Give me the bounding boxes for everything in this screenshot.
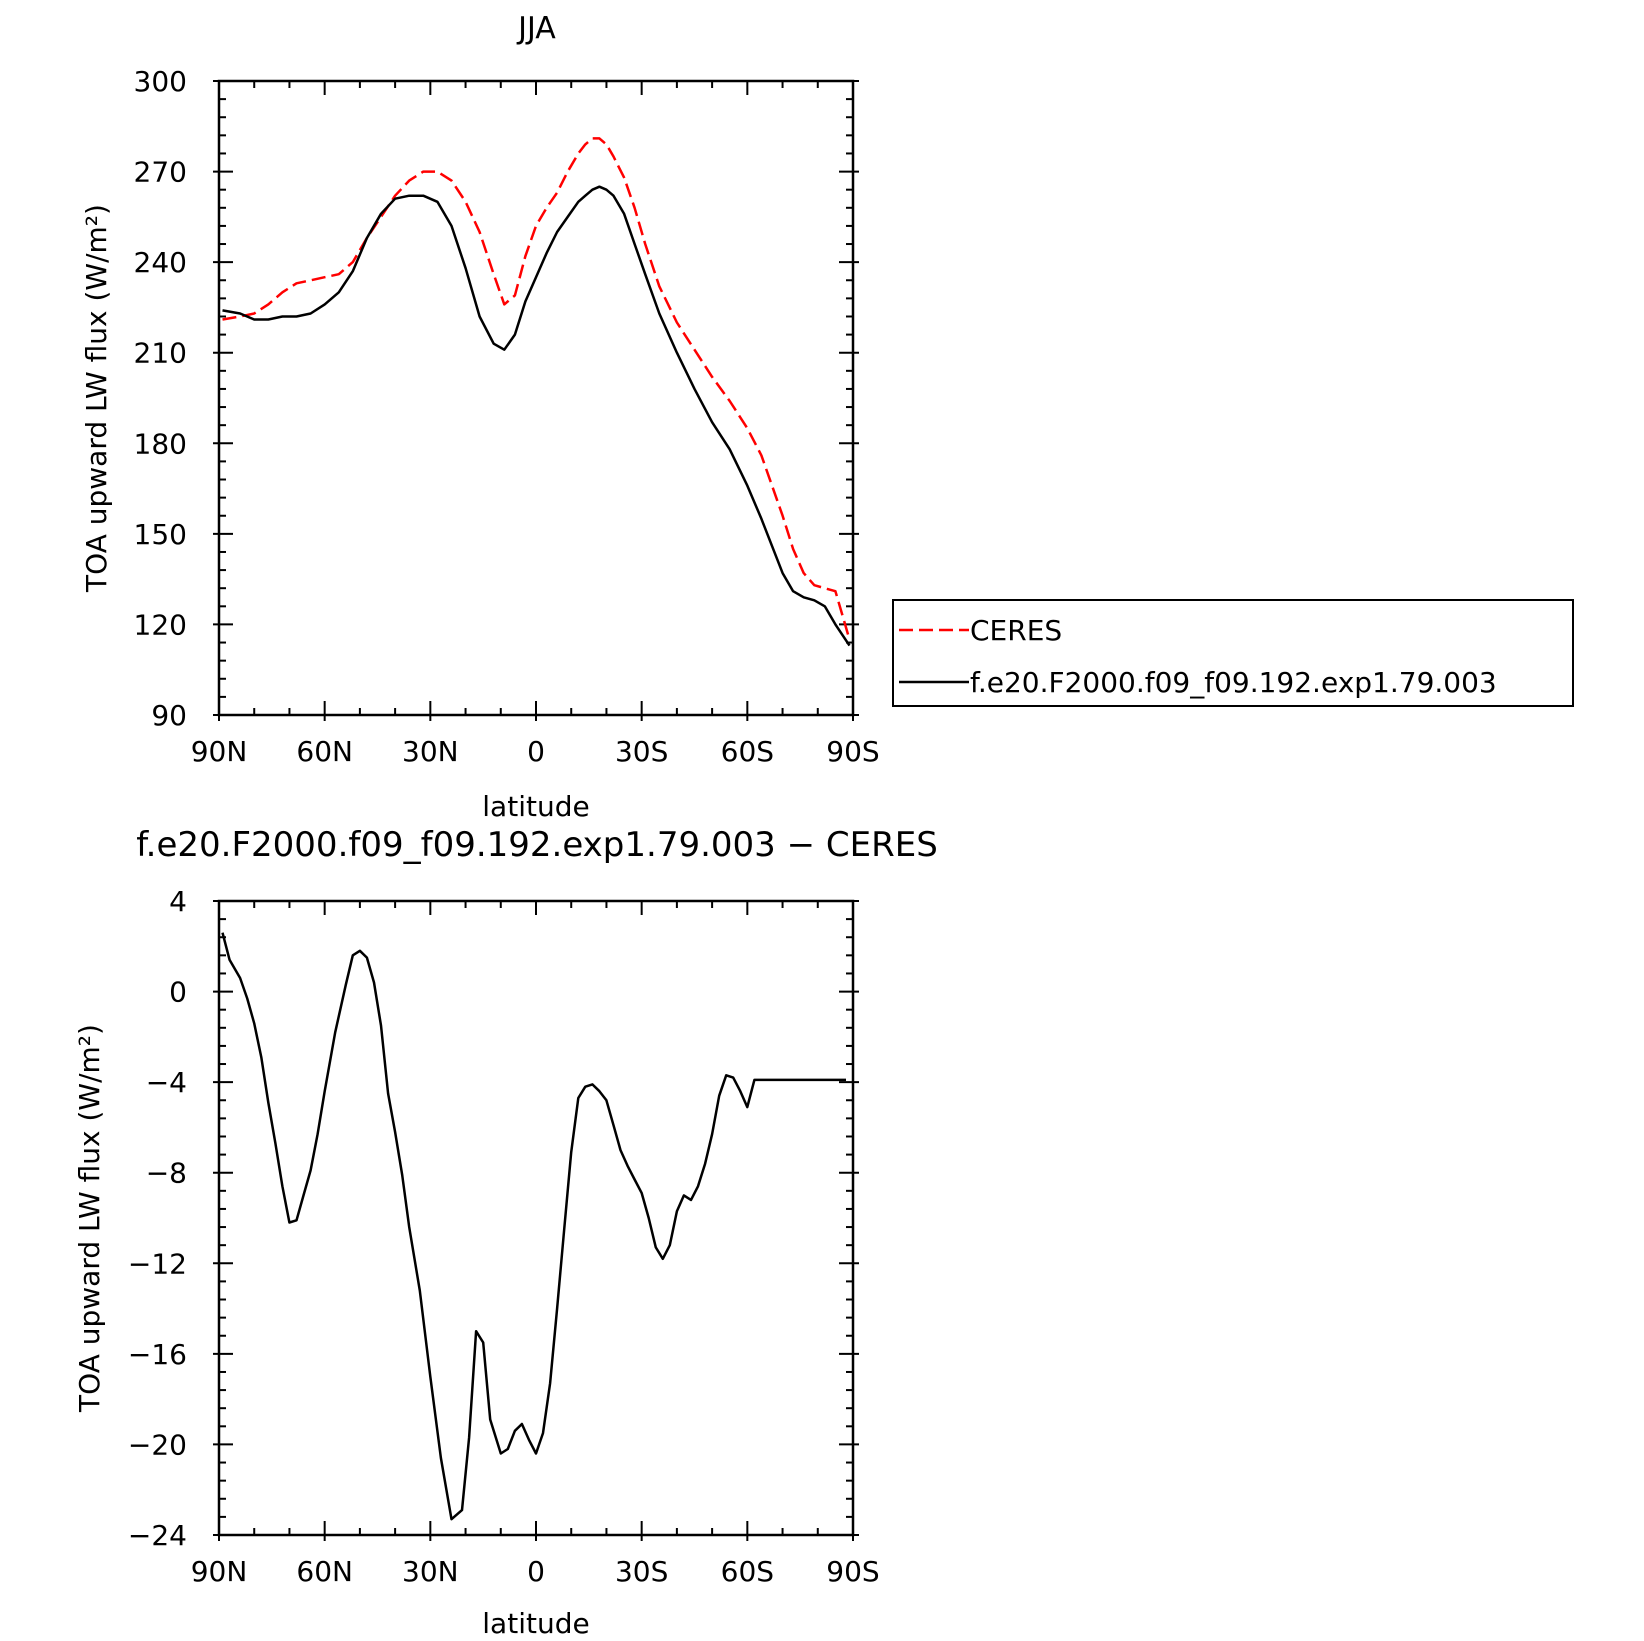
y-tick-label: 90 <box>151 699 187 732</box>
bottom-tick-marks <box>213 900 859 1541</box>
x-tick-label: 60S <box>721 1555 774 1588</box>
y-tick-label: 150 <box>134 518 187 551</box>
top-panel-title: JJA <box>516 11 556 46</box>
x-tick-label: 30N <box>402 735 459 768</box>
x-tick-label: 0 <box>527 1555 545 1588</box>
top-tick-marks <box>213 80 859 721</box>
top-x-tick-labels: 90N 60N 30N 0 30S 60S 90S <box>191 735 880 768</box>
legend-box <box>892 599 1574 707</box>
y-tick-label: −12 <box>128 1247 187 1280</box>
y-tick-label: −20 <box>128 1428 187 1461</box>
y-tick-label: 240 <box>134 246 187 279</box>
x-tick-label: 30N <box>402 1555 459 1588</box>
y-tick-label: 120 <box>134 608 187 641</box>
x-tick-label: 90S <box>826 735 879 768</box>
top-x-axis-label: latitude <box>482 790 589 823</box>
bottom-panel: f.e20.F2000.f09_f09.192.exp1.79.003 − CE… <box>73 825 938 1640</box>
top-plot-frame <box>217 79 855 717</box>
x-tick-label: 30S <box>615 735 668 768</box>
x-tick-label: 90N <box>191 735 248 768</box>
bottom-panel-title: f.e20.F2000.f09_f09.192.exp1.79.003 − CE… <box>136 825 938 865</box>
legend-label-ceres: CERES <box>970 614 1062 647</box>
bottom-plot-frame <box>217 899 855 1537</box>
y-tick-label: 0 <box>169 976 187 1009</box>
x-tick-label: 0 <box>527 735 545 768</box>
top-panel: JJA 90N 60N 30N 0 30S 60S 90S 90 120 150 180 210 24… <box>80 11 880 823</box>
series-line-1 <box>222 185 851 647</box>
x-tick-label: 90S <box>826 1555 879 1588</box>
x-tick-label: 60N <box>296 735 353 768</box>
x-tick-label: 60N <box>296 1555 353 1588</box>
y-tick-label: 300 <box>134 65 187 98</box>
y-tick-label: 4 <box>169 885 187 918</box>
bottom-x-axis-label: latitude <box>482 1607 589 1640</box>
bottom-y-tick-labels: 4 0 −4 −8 −12 −16 −20 −24 <box>128 885 187 1552</box>
legend-label-model: f.e20.F2000.f09_f09.192.exp1.79.003 <box>970 666 1497 699</box>
top-series-lines <box>222 137 851 647</box>
series-line-0 <box>221 932 846 1521</box>
x-tick-label: 90N <box>191 1555 248 1588</box>
y-tick-label: 180 <box>134 427 187 460</box>
y-tick-label: −8 <box>146 1157 187 1190</box>
y-tick-label: −16 <box>128 1338 187 1371</box>
y-tick-label: 270 <box>134 156 187 189</box>
bottom-x-tick-labels: 90N 60N 30N 0 30S 60S 90S <box>191 1555 880 1588</box>
top-y-axis-label: TOA upward LW flux (W/m²) <box>80 204 113 593</box>
x-tick-label: 60S <box>721 735 774 768</box>
series-line-0 <box>222 137 851 640</box>
y-tick-label: −24 <box>128 1519 187 1552</box>
bottom-series-lines <box>221 932 846 1521</box>
bottom-y-axis-label: TOA upward LW flux (W/m²) <box>73 1024 106 1413</box>
x-tick-label: 30S <box>615 1555 668 1588</box>
legend: CERES f.e20.F2000.f09_f09.192.exp1.79.00… <box>892 599 1574 707</box>
top-y-tick-labels: 90 120 150 180 210 240 270 300 <box>134 65 187 732</box>
y-tick-label: 210 <box>134 337 187 370</box>
y-tick-label: −4 <box>146 1066 187 1099</box>
